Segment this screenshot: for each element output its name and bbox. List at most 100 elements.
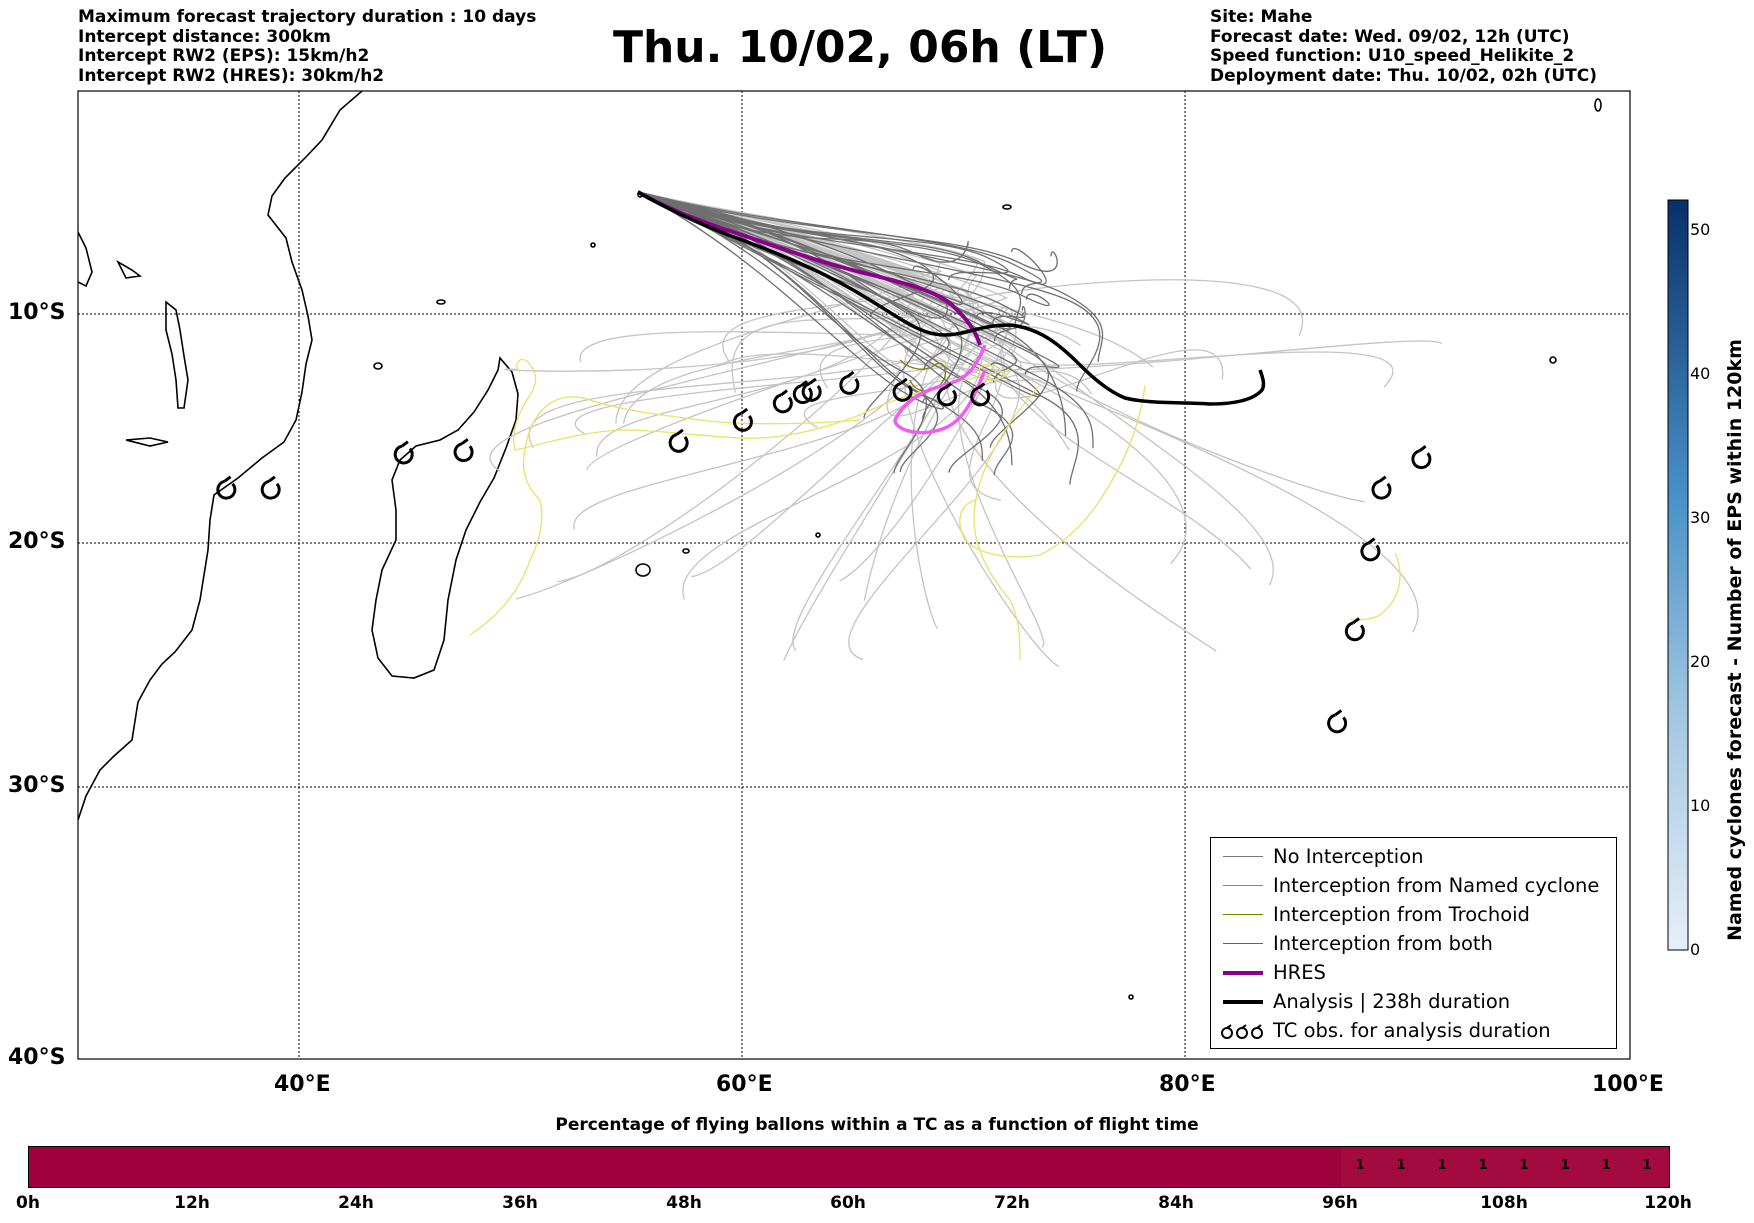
- africa-coastline: [78, 91, 363, 821]
- legend-label: No Interception: [1273, 845, 1424, 868]
- percent-value: 1: [1560, 1158, 1570, 1173]
- tc-obs-marker: [801, 377, 822, 402]
- colorbar-tick: 30: [1690, 508, 1711, 527]
- tc-obs-marker: [772, 389, 793, 414]
- eps-trajectory: [637, 191, 1030, 326]
- eps-trajectory: [637, 191, 1058, 272]
- time-label: 0h: [16, 1193, 40, 1213]
- lake-outline: [125, 437, 169, 447]
- lon-label: 60°E: [716, 1072, 773, 1097]
- eps-trajectory: [637, 191, 1014, 476]
- eps-trajectory: [637, 191, 935, 318]
- legend-item: TC obs. for analysis duration: [1211, 1018, 1616, 1046]
- time-label: 84h: [1158, 1193, 1194, 1213]
- time-label: 24h: [338, 1193, 374, 1213]
- eps-trajectory: [637, 191, 1018, 289]
- tc-obs-marker: [732, 407, 753, 432]
- eps-trajectory: [637, 191, 969, 263]
- eps-trajectory: [637, 191, 1154, 368]
- timebar-highlight: [1341, 1147, 1669, 1187]
- colorbar-label: Named cyclones forecast - Number of EPS …: [1724, 339, 1746, 941]
- time-label: 120h: [1644, 1193, 1692, 1213]
- tc-obs-marker: [970, 382, 991, 407]
- header-left-line: Maximum forecast trajectory duration : 1…: [78, 7, 537, 27]
- time-label: 96h: [1322, 1193, 1358, 1213]
- eps-trajectory: [637, 191, 927, 474]
- madagascar-coastline: [371, 356, 519, 679]
- header-left-line: Intercept distance: 300km: [78, 26, 331, 47]
- map-gridlines: [78, 91, 1630, 1059]
- lat-label: 10°S: [8, 300, 66, 325]
- tc-obs-marker: [216, 475, 237, 500]
- coastlines: [78, 91, 1602, 1000]
- tc-obs-marker: [1344, 617, 1365, 642]
- header-right-line: Forecast date: Wed. 09/02, 12h (UTC): [1210, 26, 1570, 47]
- legend-swatch: [1223, 914, 1263, 915]
- legend-item: Interception from both: [1211, 931, 1616, 959]
- tc-obs-icon: [1221, 1024, 1263, 1039]
- legend-item: HRES: [1211, 960, 1616, 988]
- tc-obs-marker: [792, 380, 813, 405]
- legend-label: Interception from Trochoid: [1273, 903, 1530, 926]
- hres-trajectory: [636, 190, 982, 346]
- timebar: [28, 1146, 1670, 1188]
- time-label: 36h: [502, 1193, 538, 1213]
- percent-value: 1: [1642, 1158, 1652, 1173]
- legend-swatch: [1223, 856, 1263, 857]
- tc-obs-marker: [1360, 537, 1381, 562]
- eps-trajectory: [637, 191, 950, 371]
- eps-trajectory: [637, 191, 1365, 503]
- header-left-line: Intercept RW2 (EPS): 15km/h2: [78, 46, 370, 66]
- header-left-info: Maximum forecast trajectory duration : 1…: [78, 7, 537, 86]
- tc-obs-marker: [892, 377, 913, 402]
- yellow-trajectories: [469, 358, 1401, 661]
- tc-obs-markers: [216, 370, 1432, 734]
- legend-label: Interception from both: [1273, 932, 1493, 955]
- lon-label: 40°E: [274, 1072, 331, 1097]
- legend: No Interception Interception from Named …: [1210, 837, 1617, 1049]
- legend-swatch: [1223, 885, 1263, 886]
- lat-label: 40°S: [8, 1045, 66, 1070]
- time-label: 60h: [830, 1193, 866, 1213]
- time-label: 48h: [666, 1193, 702, 1213]
- colorbar-tick: 0: [1690, 940, 1701, 959]
- legend-item: Analysis | 238h duration: [1211, 989, 1616, 1017]
- lake-outline: [116, 259, 143, 279]
- legend-item: No Interception: [1211, 844, 1616, 872]
- lake-outline: [165, 300, 189, 409]
- tc-obs-marker: [393, 440, 414, 465]
- colorbar-tick: 20: [1690, 652, 1711, 671]
- tc-obs-marker: [1327, 709, 1348, 734]
- percent-value: 1: [1437, 1158, 1447, 1173]
- tc-obs-marker: [260, 475, 281, 500]
- legend-label: HRES: [1273, 961, 1326, 984]
- legend-swatch: [1223, 1000, 1263, 1004]
- colorbar-tick: 40: [1690, 364, 1711, 383]
- eps-trajectory: [637, 191, 1022, 328]
- hres-pink-loop: [893, 344, 987, 435]
- header-right-line: Site: Mahe: [1210, 7, 1313, 27]
- tc-obs-marker: [839, 370, 860, 395]
- timebar-title: Percentage of flying ballons within a TC…: [555, 1115, 1199, 1135]
- lon-label: 100°E: [1592, 1072, 1664, 1097]
- eps-trajectory: [637, 191, 1049, 448]
- eps-trajectories-light: [489, 191, 1443, 668]
- percent-value: 1: [1601, 1158, 1611, 1173]
- lon-label: 80°E: [1159, 1072, 1216, 1097]
- legend-item: Interception from Trochoid: [1211, 902, 1616, 930]
- tc-obs-marker: [1411, 445, 1432, 470]
- colorbar-tick: 50: [1690, 220, 1711, 239]
- trochoid-trajectory: [899, 359, 947, 392]
- tc-obs-marker: [453, 438, 474, 463]
- lat-label: 30°S: [8, 773, 66, 798]
- header-left-line: Intercept RW2 (HRES): 30km/h2: [78, 65, 385, 86]
- legend-swatch: [1223, 971, 1263, 975]
- legend-swatch: [1223, 943, 1263, 944]
- percent-value: 1: [1478, 1158, 1488, 1173]
- eps-trajectory: [637, 191, 1217, 652]
- percent-value: 1: [1519, 1158, 1529, 1173]
- tc-obs-marker: [936, 382, 957, 407]
- legend-label: Interception from Named cyclone: [1273, 874, 1600, 897]
- tc-obs-marker: [1371, 475, 1392, 500]
